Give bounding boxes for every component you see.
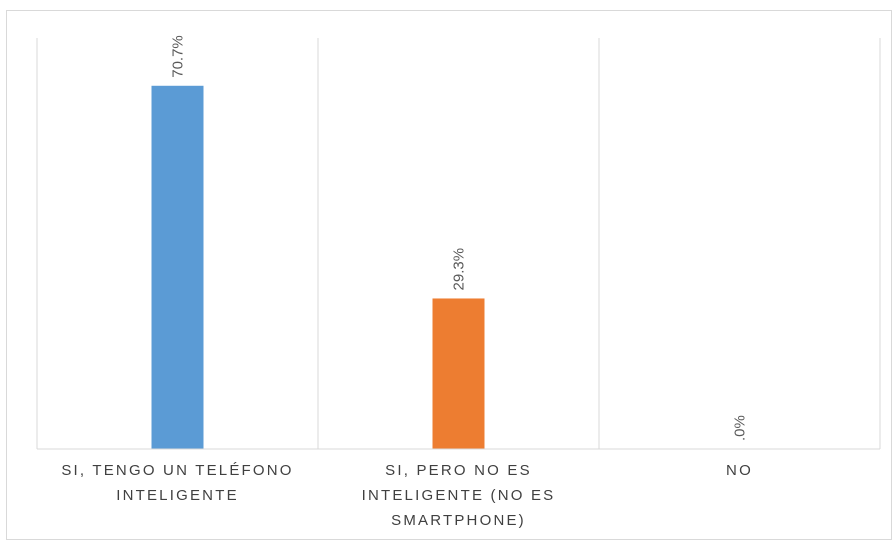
data-labels: 70.7% 29.3% .0% <box>170 35 749 441</box>
category-label-1-line-1: INTELIGENTE (NO ES <box>362 487 556 504</box>
data-label-2: .0% <box>732 415 749 441</box>
category-label-1-line-0: SI, PERO NO ES <box>385 462 532 479</box>
data-label-0: 70.7% <box>170 35 187 78</box>
data-label-1: 29.3% <box>451 248 468 291</box>
category-gridlines <box>36 38 881 449</box>
category-label-0-line-0: SI, TENGO UN TELÉFONO <box>61 462 293 479</box>
category-label-2-line-0: NO <box>726 462 753 479</box>
bar-1 <box>432 298 485 449</box>
bars <box>151 85 485 449</box>
category-label-1-line-2: SMARTPHONE) <box>391 512 526 529</box>
category-label-0-line-1: INTELIGENTE <box>116 487 239 504</box>
category-labels: SI, TENGO UN TELÉFONO INTELIGENTE SI, PERO… <box>61 462 753 529</box>
bar-0 <box>151 85 204 449</box>
